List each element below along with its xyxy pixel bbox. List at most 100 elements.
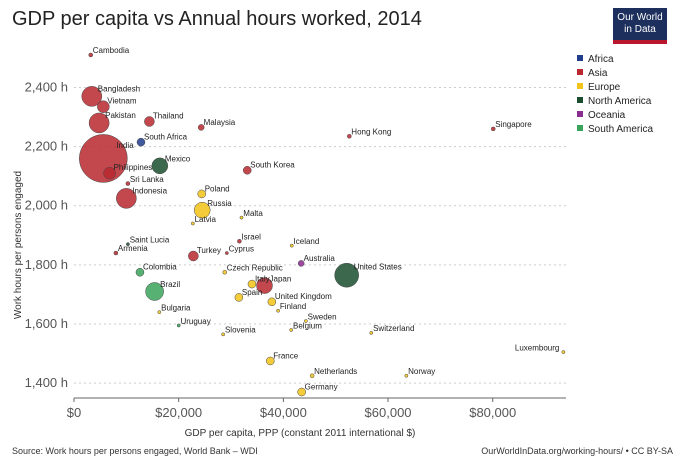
point-vietnam[interactable] — [97, 100, 110, 113]
point-label: Spain — [242, 288, 262, 297]
point-label: Latvia — [195, 215, 217, 224]
point-label: Malta — [243, 209, 263, 218]
point-label: Finland — [280, 302, 306, 311]
point-united-kingdom[interactable] — [267, 297, 277, 307]
point-poland[interactable] — [197, 189, 206, 199]
point-label: France — [273, 351, 298, 360]
point-luxembourg[interactable] — [561, 350, 566, 354]
x-tick-label: $40,000 — [260, 405, 307, 420]
logo-line-2: in Data — [624, 24, 656, 35]
point-label: Sri Lanka — [130, 175, 164, 184]
point-bangladesh[interactable] — [81, 86, 103, 107]
legend-label[interactable]: North America — [588, 96, 652, 107]
point-belgium[interactable] — [289, 328, 294, 332]
point-indonesia[interactable] — [116, 188, 137, 209]
point-france[interactable] — [266, 356, 275, 366]
legend-label[interactable]: Europe — [588, 82, 621, 93]
point-spain[interactable] — [234, 293, 244, 302]
y-axis-title: Work hours per persons engaged — [13, 171, 24, 319]
point-cyprus[interactable] — [224, 251, 229, 255]
point-japan[interactable] — [256, 277, 273, 294]
point-armenia[interactable] — [113, 250, 119, 256]
point-philippines[interactable] — [103, 166, 116, 180]
point-label: Norway — [408, 367, 435, 376]
y-tick-label: 1,600 h — [25, 316, 68, 331]
point-label: Australia — [304, 254, 336, 263]
legend-label[interactable]: Asia — [588, 68, 608, 79]
point-label: India — [116, 141, 134, 150]
point-label: United States — [354, 262, 402, 271]
point-norway[interactable] — [404, 373, 409, 378]
point-slovenia[interactable] — [221, 332, 226, 337]
point-cambodia[interactable] — [88, 52, 93, 58]
point-thailand[interactable] — [144, 116, 155, 127]
point-iceland[interactable] — [289, 243, 294, 248]
point-label: Turkey — [197, 246, 221, 255]
point-brazil[interactable] — [145, 282, 164, 301]
point-bulgaria[interactable] — [157, 310, 162, 315]
point-label: Singapore — [495, 120, 532, 129]
point-label: Bangladesh — [98, 84, 140, 93]
point-netherlands[interactable] — [309, 373, 315, 378]
point-united-states[interactable] — [334, 262, 359, 288]
x-tick-label: $20,000 — [155, 405, 202, 420]
logo-line-1: Our World — [617, 12, 663, 23]
point-australia[interactable] — [297, 260, 305, 267]
point-czech-republic[interactable] — [222, 270, 227, 275]
point-label: Vietnam — [107, 96, 137, 105]
legend-label[interactable]: South America — [588, 124, 653, 135]
point-label: Malaysia — [204, 118, 236, 127]
point-label: Cambodia — [93, 46, 130, 55]
point-label: Bulgaria — [161, 304, 191, 313]
point-label: Sweden — [308, 312, 337, 321]
point-hong-kong[interactable] — [347, 134, 352, 139]
y-axis-ticks: 1,400 h 1,600 h 1,800 h 2,000 h 2,200 h 2,400… — [25, 79, 68, 390]
point-south-korea[interactable] — [242, 166, 252, 175]
legend-swatch — [577, 97, 583, 103]
point-pakistan[interactable] — [88, 112, 110, 134]
legend-label[interactable]: Africa — [588, 54, 614, 65]
point-finland[interactable] — [276, 308, 280, 313]
source-url[interactable]: OurWorldInData.org/working-hours/ • CC B… — [481, 446, 673, 456]
point-label: Japan — [270, 274, 292, 283]
point-turkey[interactable] — [188, 250, 199, 262]
x-tick-label: $80,000 — [469, 405, 516, 420]
point-colombia[interactable] — [135, 268, 145, 277]
point-sweden[interactable] — [304, 319, 308, 323]
point-singapore[interactable] — [490, 126, 496, 132]
legend-swatch — [577, 69, 583, 75]
point-label: Russia — [207, 199, 232, 208]
our-world-in-data-logo[interactable]: Our World in Data — [613, 8, 667, 44]
point-russia[interactable] — [193, 201, 211, 219]
point-label: Uruguay — [180, 317, 210, 326]
point-latvia[interactable] — [190, 221, 195, 226]
point-label: Mexico — [165, 155, 191, 164]
point-label: Cyprus — [229, 244, 254, 253]
point-israel[interactable] — [237, 238, 242, 244]
point-germany[interactable] — [297, 387, 306, 397]
chart-title: GDP per capita vs Annual hours worked, 2… — [12, 8, 422, 30]
x-tick-label: $60,000 — [365, 405, 412, 420]
point-uruguay[interactable] — [176, 323, 181, 328]
point-malta[interactable] — [239, 215, 244, 220]
legend-swatch — [577, 55, 583, 61]
point-saint-lucia[interactable] — [126, 242, 130, 247]
point-sri-lanka[interactable] — [125, 181, 131, 186]
point-label: Iceland — [294, 237, 320, 246]
point-label: United Kingdom — [275, 292, 332, 301]
point-malaysia[interactable] — [197, 124, 205, 131]
point-label: Pakistan — [105, 111, 136, 120]
legend: Africa Asia Europe North America Oceania Sout… — [577, 54, 653, 135]
legend-label[interactable]: Oceania — [588, 110, 626, 121]
point-label: Netherlands — [314, 367, 357, 376]
point-south-africa[interactable] — [136, 137, 146, 147]
point-label: Colombia — [143, 263, 177, 272]
point-mexico[interactable] — [151, 157, 169, 175]
legend-swatch — [577, 111, 583, 117]
point-india[interactable] — [79, 134, 128, 183]
point-label: Philippines — [114, 163, 153, 172]
point-label: Czech Republic — [227, 263, 283, 272]
point-italy[interactable] — [247, 279, 257, 289]
point-label: Poland — [205, 184, 230, 193]
point-switzerland[interactable] — [369, 331, 374, 335]
